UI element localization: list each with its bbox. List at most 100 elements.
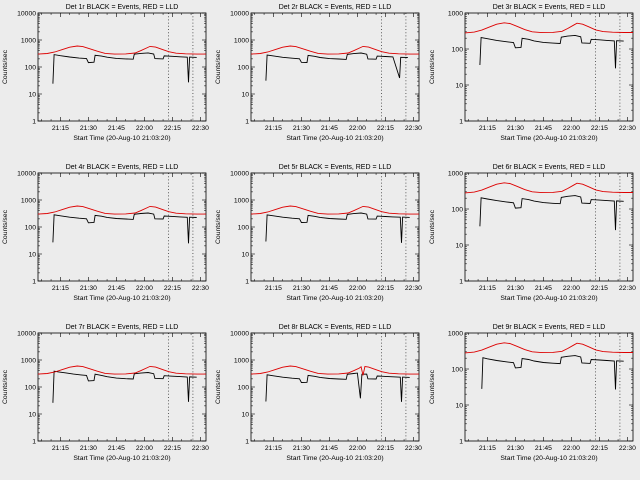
x-tick-label: 21:45 xyxy=(535,125,552,132)
panel-det-3r: 21:15 21:30 21:45 22:00 22:15 22:30 1 10 100 1000… xyxy=(427,0,640,160)
x-axis-label: Start Time (20-Aug-10 21:03:20) xyxy=(287,295,384,302)
x-tick-label: 22:30 xyxy=(619,125,636,132)
x-tick-label: 21:30 xyxy=(507,125,524,132)
panel-title: Det 9r BLACK = Events, RED = LLD xyxy=(492,324,605,331)
y-tick-label: 100 xyxy=(238,64,250,71)
panel-title: Det 5r BLACK = Events, RED = LLD xyxy=(279,164,392,171)
series-events-line xyxy=(52,212,197,244)
y-tick-label: 10000 xyxy=(17,330,36,337)
panel-det-8r: 21:15 21:30 21:45 22:00 22:15 22:30 1 10 100 1000… xyxy=(213,320,426,480)
y-axis-label: Counts/sec xyxy=(429,49,436,84)
x-tick-label: 22:00 xyxy=(136,445,153,452)
panel-det-5r: 21:15 21:30 21:45 22:00 22:15 22:30 1 10 100 1000… xyxy=(213,160,426,320)
y-tick-label: 10000 xyxy=(230,170,249,177)
y-axis-label: Counts/sec xyxy=(2,209,9,244)
x-tick-label: 22:00 xyxy=(136,125,153,132)
panel-title: Det 8r BLACK = Events, RED = LLD xyxy=(279,324,392,331)
chart-panel-5: 21:15 21:30 21:45 22:00 22:15 22:30 1 10 100 1000… xyxy=(215,164,422,302)
x-tick-label: 22:15 xyxy=(164,285,181,292)
x-tick-label: 22:30 xyxy=(192,125,209,132)
x-tick-label: 21:15 xyxy=(479,285,496,292)
chart-panel-1: 21:15 21:30 21:45 22:00 22:15 22:30 1 10 100 1000… xyxy=(2,4,209,142)
x-axis-label: Start Time (20-Aug-10 21:03:20) xyxy=(287,455,384,462)
x-tick-label: 22:30 xyxy=(192,285,209,292)
x-tick-label: 22:30 xyxy=(192,445,209,452)
y-tick-label: 1 xyxy=(459,118,463,125)
x-axis-label: Start Time (20-Aug-10 21:03:20) xyxy=(500,455,597,462)
y-tick-label: 1000 xyxy=(234,357,249,364)
x-tick-label: 21:45 xyxy=(321,125,338,132)
x-tick-label: 21:30 xyxy=(293,125,310,132)
series-lld-line xyxy=(37,45,206,55)
x-axis-label: Start Time (20-Aug-10 21:03:20) xyxy=(73,295,170,302)
y-tick-label: 1 xyxy=(246,438,250,445)
x-tick-label: 22:15 xyxy=(591,445,608,452)
y-tick-label: 1000 xyxy=(234,197,249,204)
panel-det-9r: 21:15 21:30 21:45 22:00 22:15 22:30 1 10 100 1000… xyxy=(427,320,640,480)
chart-panel-9: 21:15 21:30 21:45 22:00 22:15 22:30 1 10 100 1000… xyxy=(429,324,636,462)
y-tick-label: 100 xyxy=(25,384,37,391)
x-tick-label: 21:15 xyxy=(479,445,496,452)
y-tick-label: 1 xyxy=(459,278,463,285)
y-tick-label: 10000 xyxy=(17,10,36,17)
x-tick-label: 21:15 xyxy=(52,125,69,132)
x-tick-label: 21:15 xyxy=(265,445,282,452)
y-axis-label: Counts/sec xyxy=(215,49,222,84)
panel-det-4r: 21:15 21:30 21:45 22:00 22:15 22:30 1 10 100 1000… xyxy=(0,160,213,320)
x-tick-label: 22:30 xyxy=(619,285,636,292)
y-tick-label: 10 xyxy=(242,411,250,418)
x-tick-label: 22:00 xyxy=(563,285,580,292)
chart-panel-8: 21:15 21:30 21:45 22:00 22:15 22:30 1 10 100 1000… xyxy=(215,324,422,462)
x-tick-label: 21:15 xyxy=(265,125,282,132)
series-lld-line xyxy=(251,365,420,376)
x-axis-label: Start Time (20-Aug-10 21:03:20) xyxy=(73,135,170,142)
panel-det-7r: 21:15 21:30 21:45 22:00 22:15 22:30 1 10 100 1000… xyxy=(0,320,213,480)
y-tick-label: 10 xyxy=(455,82,463,89)
x-tick-label: 22:00 xyxy=(349,285,366,292)
y-tick-label: 1 xyxy=(32,438,36,445)
series-lld-line xyxy=(37,205,206,215)
series-lld-line xyxy=(464,22,633,34)
plot-box xyxy=(250,172,420,282)
y-tick-label: 10 xyxy=(28,91,36,98)
series-events-line xyxy=(479,34,624,69)
y-axis-label: Counts/sec xyxy=(215,209,222,244)
plot-box xyxy=(250,332,420,442)
x-tick-label: 21:15 xyxy=(52,285,69,292)
chart-panel-6: 21:15 21:30 21:45 22:00 22:15 22:30 1 10 100 1000… xyxy=(429,164,636,302)
series-lld-line xyxy=(251,45,420,55)
x-tick-label: 22:15 xyxy=(377,285,394,292)
series-events-line xyxy=(265,212,411,243)
plot-box xyxy=(464,172,634,282)
x-tick-label: 21:30 xyxy=(80,285,97,292)
panel-title: Det 3r BLACK = Events, RED = LLD xyxy=(492,4,605,11)
series-events-line xyxy=(265,52,409,81)
x-tick-label: 22:15 xyxy=(164,445,181,452)
plot-box xyxy=(250,12,420,122)
x-tick-label: 22:15 xyxy=(591,285,608,292)
y-tick-label: 10 xyxy=(28,251,36,258)
panel-det-1r: 21:15 21:30 21:45 22:00 22:15 22:30 1 10 100 1000… xyxy=(0,0,213,160)
plot-box xyxy=(37,172,207,282)
x-tick-label: 22:00 xyxy=(563,445,580,452)
plot-box xyxy=(37,12,207,122)
y-tick-label: 10 xyxy=(242,251,250,258)
y-tick-label: 10 xyxy=(242,91,250,98)
x-tick-label: 22:00 xyxy=(349,445,366,452)
x-tick-label: 22:15 xyxy=(591,125,608,132)
y-tick-label: 1000 xyxy=(448,170,463,177)
series-events-line xyxy=(52,52,197,84)
x-tick-label: 21:30 xyxy=(80,445,97,452)
series-events-line xyxy=(265,372,411,402)
y-tick-label: 10000 xyxy=(230,330,249,337)
y-tick-label: 100 xyxy=(25,64,37,71)
panel-title: Det 2r BLACK = Events, RED = LLD xyxy=(279,4,392,11)
y-tick-label: 1000 xyxy=(448,330,463,337)
panel-title: Det 4r BLACK = Events, RED = LLD xyxy=(66,164,179,171)
y-tick-label: 1 xyxy=(246,118,250,125)
y-axis-label: Counts/sec xyxy=(2,369,9,404)
y-tick-label: 10 xyxy=(28,411,36,418)
x-tick-label: 21:45 xyxy=(321,285,338,292)
series-lld-line xyxy=(464,182,633,194)
